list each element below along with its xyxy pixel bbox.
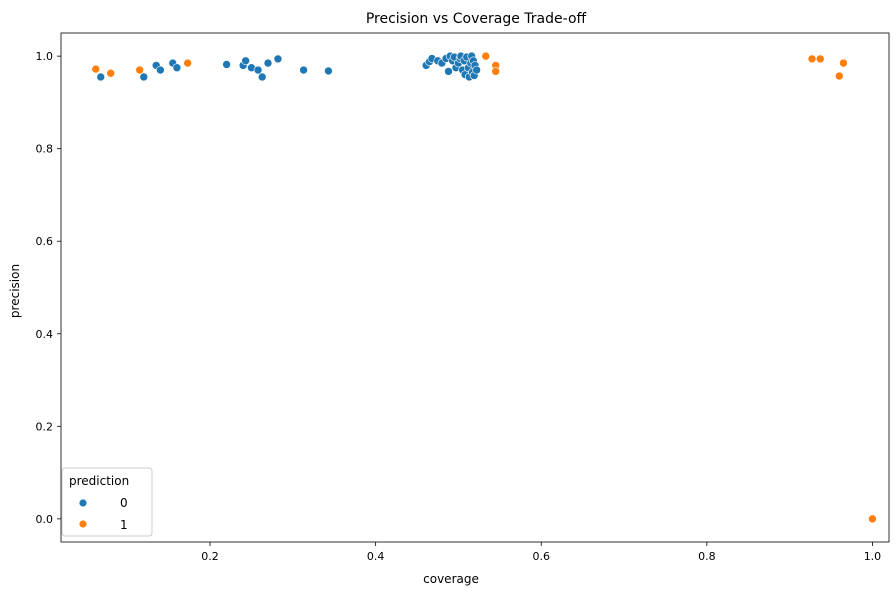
y-tick-label: 1.0 [36,50,54,63]
scatter-point-series-1 [807,54,817,64]
scatter-point-series-1 [106,68,115,78]
scatter-point-series-0 [299,65,308,75]
y-tick-label: 0.8 [36,143,54,156]
legend-title: prediction [69,474,129,488]
scatter-point-series-1 [868,514,877,524]
x-tick-label: 0.8 [698,550,716,563]
scatter-point-series-0 [253,65,263,75]
legend-marker-0 [78,498,88,508]
scatter-point-series-0 [257,72,267,82]
y-tick-label: 0.6 [36,235,54,248]
legend-label-0: 0 [120,496,128,510]
scatter-point-series-1 [835,71,844,81]
scatter-point-series-1 [481,51,491,61]
scatter-point-series-1 [135,65,144,75]
scatter-point-series-0 [263,58,273,68]
chart-title: Precision vs Coverage Trade-off [366,11,587,27]
plot-frame [60,32,890,543]
scatter-point-series-0 [156,65,165,75]
scatter-point-series-1 [183,58,192,68]
scatter-point-series-0 [241,56,250,66]
x-tick-label: 0.4 [367,550,385,563]
scatter-point-series-1 [91,64,101,74]
scatter-point-series-0 [172,63,182,73]
scatter-point-series-0 [96,72,106,82]
scatter-point-series-0 [324,66,333,76]
scatter-point-series-1 [815,54,825,64]
scatter-point-series-0 [139,72,149,82]
legend-label-1: 1 [120,518,128,532]
data-points [91,51,877,524]
scatter-point-series-0 [273,54,283,64]
x-axis-label: coverage [423,572,479,586]
scatter-point-series-1 [839,58,848,68]
scatter-point-series-0 [222,60,231,69]
x-tick-label: 1.0 [864,550,882,563]
y-tick-label: 0.2 [36,420,54,433]
legend-box [61,467,153,537]
scatter-point-series-0 [472,65,481,75]
y-tick-label: 0.4 [36,328,54,341]
legend: prediction 0 1 [61,467,153,537]
legend-marker-1 [78,519,88,529]
scatter-point-series-1 [491,67,501,76]
x-tick-label: 0.6 [532,550,550,563]
x-tick-label: 0.2 [201,550,219,563]
y-tick-label: 0.0 [36,513,54,526]
scatter-point-series-0 [444,67,453,76]
axes: 0.2 0.4 0.6 0.8 1.0 0.0 0.2 0.4 0.6 0.8 1.0 [36,32,890,563]
y-axis-label: precision [8,264,22,318]
